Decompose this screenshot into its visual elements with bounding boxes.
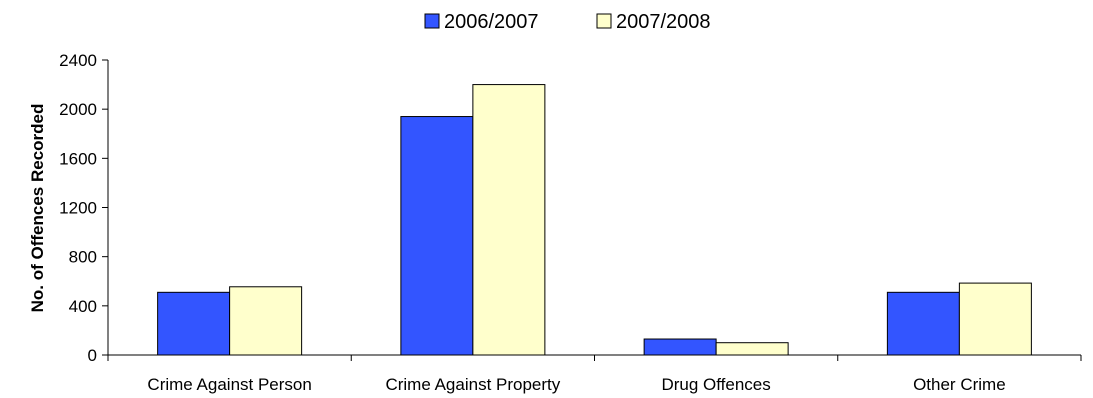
x-category-label: Drug Offences	[661, 375, 770, 394]
y-tick-label: 800	[69, 248, 97, 267]
legend-label-2007-2008: 2007/2008	[616, 11, 711, 33]
bar	[400, 116, 474, 356]
legend-swatch-2007-2008	[596, 13, 612, 29]
bar	[472, 84, 546, 356]
bar	[886, 291, 960, 356]
legend-swatch-2006-2007	[424, 13, 440, 29]
y-tick-label: 400	[69, 297, 97, 316]
y-tick-label: 1600	[59, 149, 97, 168]
bar	[643, 338, 717, 356]
legend-label-2006-2007: 2006/2007	[444, 11, 539, 33]
y-axis-label: No. of Offences Recorded	[28, 104, 47, 313]
y-tick-label: 1200	[59, 199, 97, 218]
x-axis: Crime Against Person Crime Against Proper…	[107, 354, 1082, 394]
y-axis: 0 400 800 1200 1600 2000 2400	[59, 51, 109, 365]
y-tick-label: 2000	[59, 100, 97, 119]
y-tick-label: 0	[88, 346, 97, 365]
legend: 2006/2007 2007/2008	[424, 11, 711, 33]
bar	[157, 291, 231, 356]
y-tick-label: 2400	[59, 51, 97, 70]
bars	[157, 84, 1032, 356]
bar	[229, 286, 303, 356]
x-category-label: Crime Against Person	[147, 375, 311, 394]
x-category-label: Other Crime	[913, 375, 1006, 394]
bar	[958, 282, 1032, 356]
x-category-label: Crime Against Property	[385, 375, 560, 394]
bar	[715, 342, 789, 356]
